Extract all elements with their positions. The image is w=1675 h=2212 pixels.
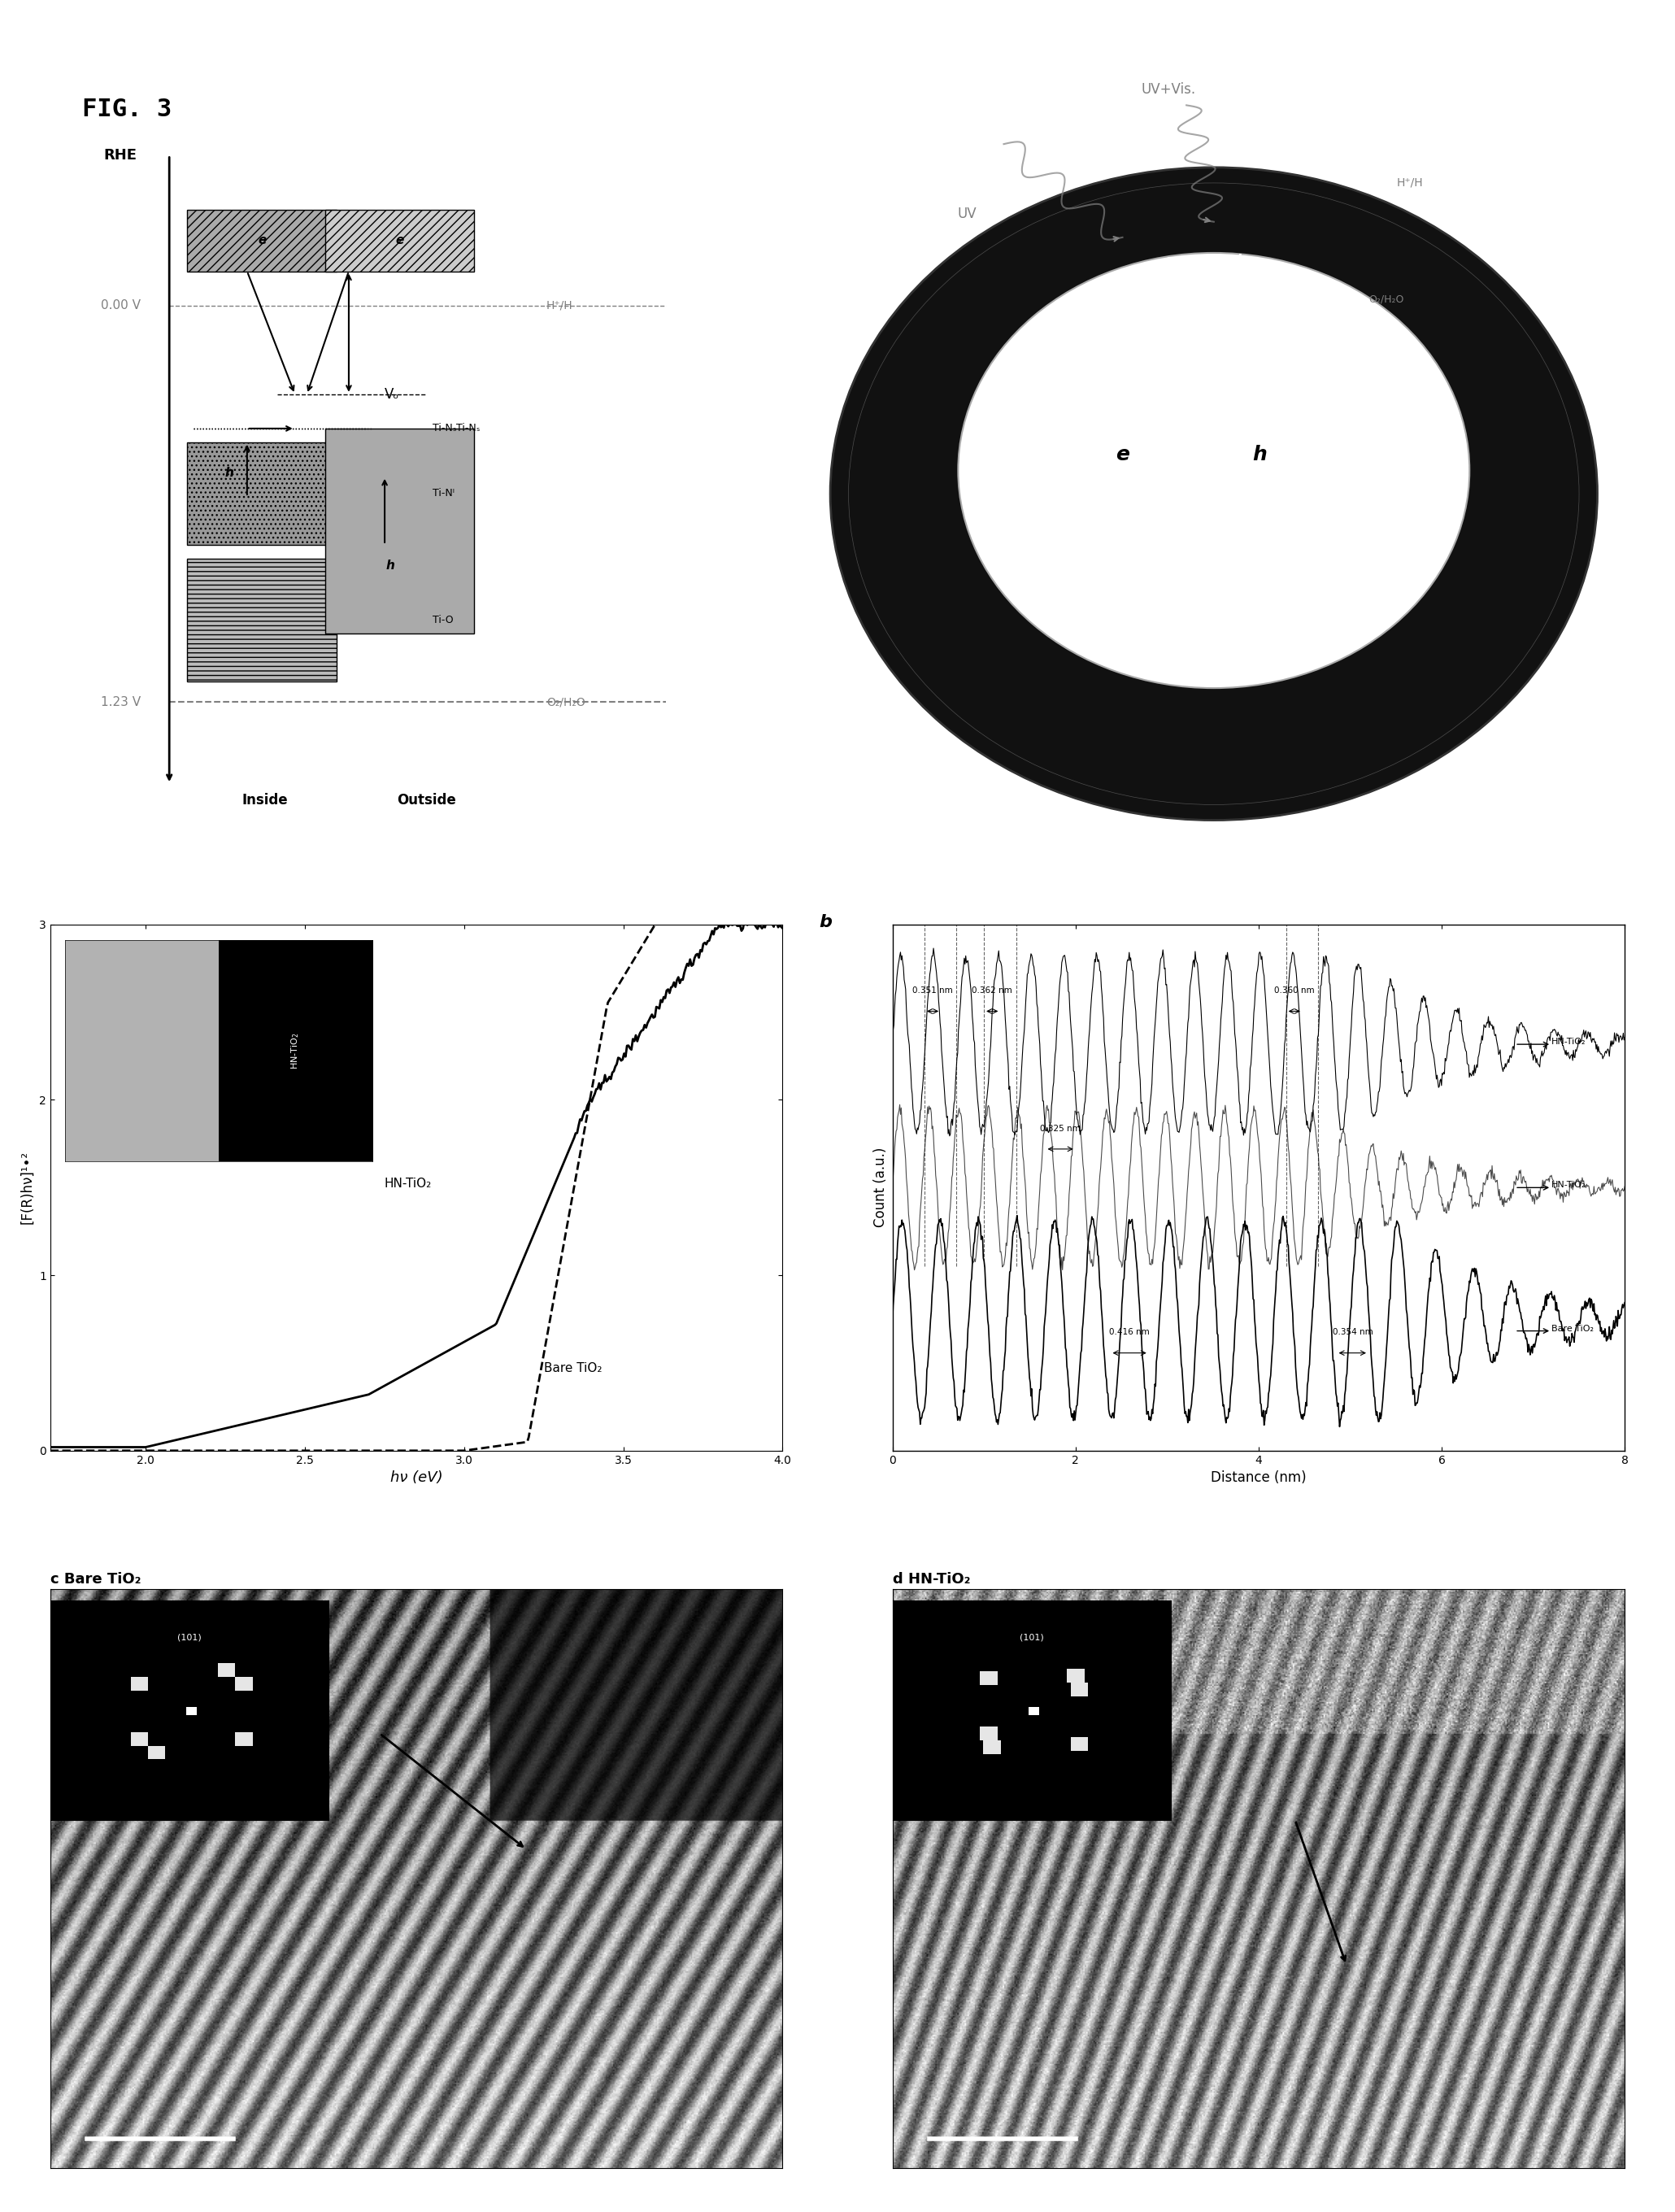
HN-TiO₂ [476, 1316, 496, 1343]
Text: 0.360 nm: 0.360 nm [1275, 987, 1315, 995]
Text: FIG. 3: FIG. 3 [82, 97, 171, 122]
Text: HN-TiO₂: HN-TiO₂ [385, 1177, 432, 1190]
Bare TiO₂ [757, 911, 777, 938]
Text: 0.416 nm: 0.416 nm [1109, 1327, 1149, 1336]
Text: HN-TiO₂: HN-TiO₂ [1551, 1181, 1586, 1190]
Text: 0.362 nm: 0.362 nm [971, 987, 1012, 995]
Text: 0.325 nm: 0.325 nm [1040, 1124, 1080, 1133]
HN-TiO₂ [437, 1338, 457, 1365]
HN-TiO₂ [392, 1363, 412, 1389]
HN-TiO₂ [640, 1004, 660, 1031]
Bare TiO₂ [772, 911, 792, 938]
HN-TiO₂ [772, 916, 792, 942]
Bare TiO₂ [40, 1438, 60, 1464]
Line: Bare TiO₂: Bare TiO₂ [50, 925, 782, 1451]
Text: 0.351 nm: 0.351 nm [913, 987, 953, 995]
HN-TiO₂ [742, 902, 762, 929]
Text: FIG. 4: FIG. 4 [65, 936, 156, 960]
Bare TiO₂ [476, 1433, 496, 1460]
Bare TiO₂ [392, 1438, 412, 1464]
Line: HN-TiO₂: HN-TiO₂ [50, 916, 782, 1447]
Y-axis label: Count (a.u.): Count (a.u.) [873, 1148, 888, 1228]
X-axis label: hν (eV): hν (eV) [390, 1471, 442, 1484]
HN-TiO₂ [389, 1365, 409, 1391]
Text: Bare TiO₂: Bare TiO₂ [1551, 1325, 1595, 1332]
Text: Bare TiO₂: Bare TiO₂ [544, 1363, 601, 1374]
X-axis label: Distance (nm): Distance (nm) [1211, 1471, 1306, 1484]
Text: HN-TiO₂: HN-TiO₂ [1551, 1037, 1586, 1046]
HN-TiO₂ [40, 1433, 60, 1460]
Bare TiO₂ [640, 918, 660, 945]
Bare TiO₂ [437, 1438, 457, 1464]
Bare TiO₂ [389, 1438, 409, 1464]
Text: b: b [819, 914, 832, 929]
Text: c Bare TiO₂: c Bare TiO₂ [50, 1573, 141, 1586]
Text: d HN-TiO₂: d HN-TiO₂ [893, 1573, 970, 1586]
Y-axis label: [F(R)hν]¹•²: [F(R)hν]¹•² [20, 1150, 35, 1223]
HN-TiO₂ [757, 907, 777, 933]
Bare TiO₂ [647, 911, 667, 938]
Text: 0.354 nm: 0.354 nm [1333, 1327, 1373, 1336]
